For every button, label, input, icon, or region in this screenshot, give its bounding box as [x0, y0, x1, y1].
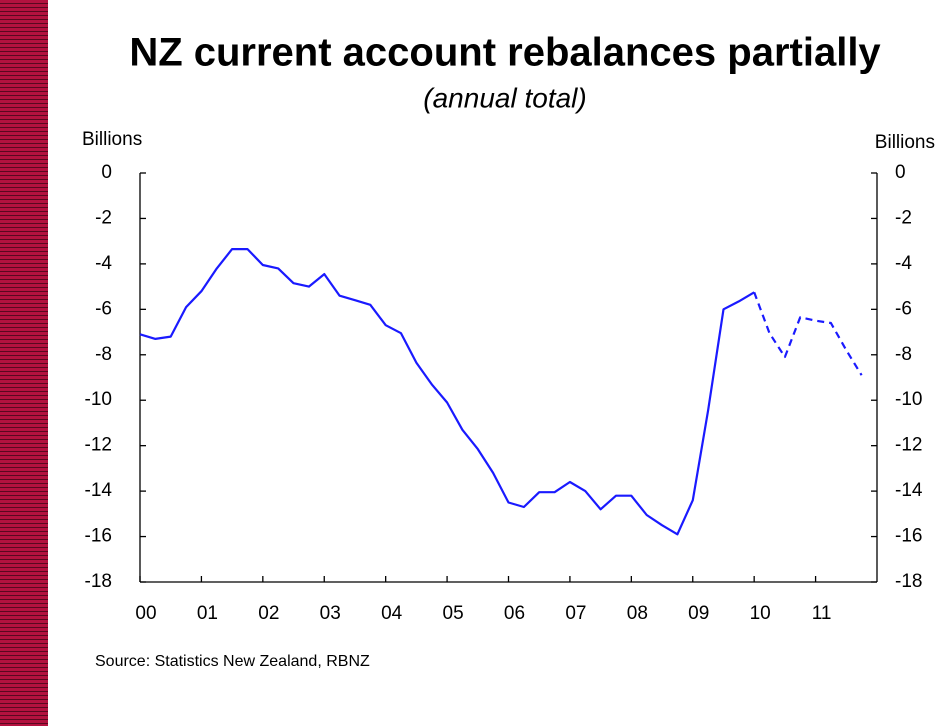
y2-tick-label: -6: [895, 298, 912, 319]
y-tick-label: -10: [85, 389, 112, 410]
x-tick-label: 07: [565, 603, 586, 624]
x-tick-label: 10: [750, 603, 771, 624]
y-tick-label: -8: [95, 344, 112, 365]
x-tick-label: 02: [258, 603, 279, 624]
x-tick-label: 04: [381, 603, 403, 624]
y2-tick-label: -16: [895, 526, 922, 547]
chart-title: NZ current account rebalances partially: [129, 31, 881, 75]
y-tick-label: -12: [85, 435, 112, 456]
y-tick-label: -4: [95, 253, 112, 274]
y2-tick-label: -2: [895, 207, 912, 228]
y2-tick-label: -10: [895, 389, 922, 410]
y2-tick-label: 0: [895, 162, 906, 183]
source-note: Source: Statistics New Zealand, RBNZ: [95, 653, 370, 670]
data-line: [139, 248, 755, 536]
y2-tick-label: -18: [895, 571, 922, 592]
x-tick-label: 11: [812, 603, 832, 624]
x-tick-label: 08: [627, 603, 648, 624]
x-tick-label: 05: [443, 603, 464, 624]
y-tick-label: -18: [85, 571, 112, 592]
y-tick-label: 0: [101, 162, 112, 183]
x-tick-label: 03: [320, 603, 341, 624]
y2-tick-label: -8: [895, 344, 912, 365]
y2-axis-label: Billions: [875, 132, 935, 153]
y2-tick-label: -12: [895, 435, 922, 456]
data-line: [753, 291, 863, 376]
decorative-stripe: [0, 0, 48, 726]
y-tick-label: -14: [85, 480, 113, 501]
y-tick-label: -16: [85, 526, 112, 547]
x-tick-label: 01: [197, 603, 218, 624]
chart-subtitle: (annual total): [423, 82, 586, 113]
y2-tick-label: -4: [895, 253, 912, 274]
y2-tick-label: -14: [895, 480, 923, 501]
y-tick-label: -2: [95, 207, 112, 228]
x-tick-label: 00: [135, 603, 156, 624]
y-axis-label: Billions: [82, 129, 142, 150]
x-tick-label: 06: [504, 603, 525, 624]
y-tick-label: -6: [95, 298, 112, 319]
x-tick-label: 09: [688, 603, 709, 624]
